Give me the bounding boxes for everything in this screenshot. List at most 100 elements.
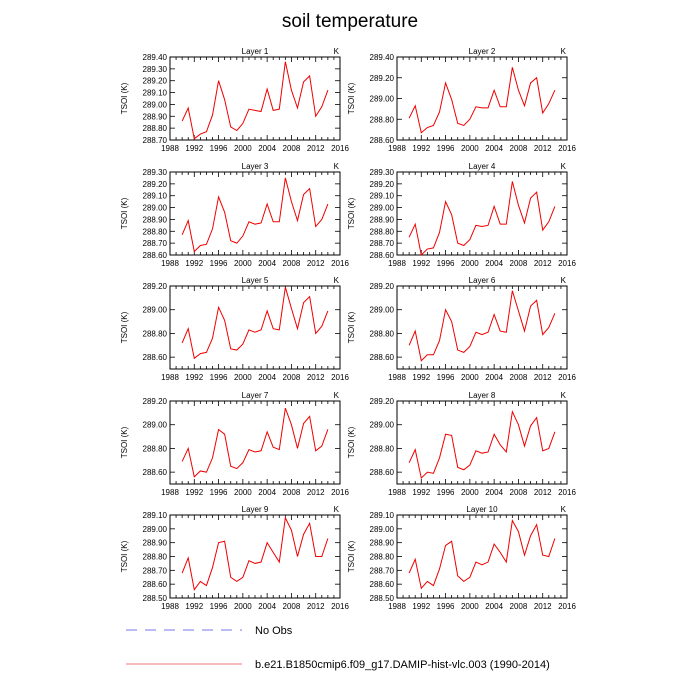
panel-layer-2: Layer 2 K TSOI (K) 1988 1992 1996 2000 2004 2008… bbox=[347, 47, 576, 153]
panel-layer-3: Layer 3 K TSOI (K) 1988 1992 1996 2000 2004 2008… bbox=[120, 162, 349, 268]
x-tick-label: 2004 bbox=[485, 373, 503, 382]
y-tick-label: 289.00 bbox=[143, 306, 168, 315]
units-label: K bbox=[334, 162, 340, 171]
y-tick-label: 288.90 bbox=[370, 215, 395, 224]
panel-title: Layer 6 bbox=[469, 276, 496, 285]
y-tick-label: 289.20 bbox=[143, 180, 168, 189]
x-tick-label: 2004 bbox=[258, 488, 276, 497]
y-tick-label: 288.80 bbox=[370, 553, 395, 562]
x-tick-label: 2004 bbox=[485, 602, 503, 611]
plot-frame bbox=[396, 514, 568, 599]
units-label: K bbox=[334, 505, 340, 514]
y-tick-label: 289.00 bbox=[370, 525, 395, 534]
x-tick-label: 1996 bbox=[210, 259, 228, 268]
x-tick-label: 2016 bbox=[558, 488, 576, 497]
x-tick-label: 1988 bbox=[388, 373, 406, 382]
x-tick-label: 2000 bbox=[234, 259, 252, 268]
panel-layer-1: Layer 1 K TSOI (K) 1988 1992 1996 2000 2004 2008… bbox=[120, 47, 349, 153]
y-tick-label: 288.70 bbox=[143, 136, 168, 145]
y-tick-label: 288.90 bbox=[143, 539, 168, 548]
x-tick-label: 2012 bbox=[534, 602, 552, 611]
x-tick-label: 2000 bbox=[234, 488, 252, 497]
series-line-layer-10 bbox=[408, 518, 556, 590]
x-tick-label: 1996 bbox=[437, 259, 455, 268]
x-tick-label: 1988 bbox=[161, 602, 179, 611]
series-line-layer-3 bbox=[181, 177, 329, 253]
y-tick-label: 289.20 bbox=[370, 282, 395, 291]
series-line-layer-5 bbox=[181, 287, 329, 360]
y-tick-label: 289.40 bbox=[143, 53, 168, 62]
x-tick-label: 2004 bbox=[258, 144, 276, 153]
y-axis-label: TSOI (K) bbox=[120, 82, 129, 114]
x-tick-label: 2000 bbox=[234, 373, 252, 382]
series-line-layer-9 bbox=[181, 516, 329, 591]
y-tick-label: 289.10 bbox=[143, 511, 168, 520]
panels-grid: Layer 1 K TSOI (K) 1988 1992 1996 2000 2004 2008… bbox=[120, 47, 576, 611]
x-tick-label: 1996 bbox=[210, 373, 228, 382]
y-tick-label: 288.70 bbox=[370, 239, 395, 248]
y-tick-label: 289.30 bbox=[143, 65, 168, 74]
y-axis-label: TSOI (K) bbox=[347, 540, 356, 572]
y-tick-label: 289.30 bbox=[143, 168, 168, 177]
y-tick-label: 289.00 bbox=[143, 525, 168, 534]
x-tick-label: 1992 bbox=[412, 259, 430, 268]
y-tick-label: 288.50 bbox=[143, 594, 168, 603]
x-tick-label: 2008 bbox=[283, 259, 301, 268]
plot-frame bbox=[169, 171, 341, 256]
x-tick-label: 1996 bbox=[210, 488, 228, 497]
y-tick-label: 288.60 bbox=[370, 136, 395, 145]
panel-title: Layer 9 bbox=[242, 505, 269, 514]
x-tick-label: 1988 bbox=[388, 259, 406, 268]
x-tick-label: 2000 bbox=[234, 602, 252, 611]
x-tick-label: 2016 bbox=[558, 602, 576, 611]
y-tick-label: 288.90 bbox=[143, 215, 168, 224]
x-tick-label: 2008 bbox=[283, 373, 301, 382]
series-line-layer-7 bbox=[181, 407, 329, 478]
panel-title: Layer 5 bbox=[242, 276, 269, 285]
x-tick-label: 2016 bbox=[331, 602, 349, 611]
y-tick-label: 289.20 bbox=[370, 74, 395, 83]
units-label: K bbox=[561, 162, 567, 171]
y-axis-label: TSOI (K) bbox=[347, 82, 356, 114]
panel-layer-5: Layer 5 K TSOI (K) 1988 1992 1996 2000 2004 2008… bbox=[120, 276, 349, 382]
panel-title: Layer 1 bbox=[242, 47, 269, 56]
x-tick-label: 1988 bbox=[161, 144, 179, 153]
y-tick-label: 289.10 bbox=[370, 192, 395, 201]
y-tick-label: 289.00 bbox=[143, 100, 168, 109]
x-tick-label: 2008 bbox=[510, 144, 528, 153]
x-tick-label: 1992 bbox=[185, 488, 203, 497]
x-tick-label: 2008 bbox=[510, 373, 528, 382]
series-line-layer-1 bbox=[181, 61, 329, 140]
y-tick-label: 289.00 bbox=[370, 95, 395, 104]
y-tick-label: 289.10 bbox=[370, 511, 395, 520]
y-tick-label: 288.80 bbox=[370, 115, 395, 124]
y-tick-label: 288.60 bbox=[143, 468, 168, 477]
y-tick-label: 288.80 bbox=[143, 329, 168, 338]
y-tick-label: 289.00 bbox=[143, 421, 168, 430]
y-tick-label: 288.60 bbox=[370, 251, 395, 260]
x-tick-label: 1996 bbox=[437, 602, 455, 611]
y-tick-label: 288.60 bbox=[143, 580, 168, 589]
series-line-layer-6 bbox=[408, 290, 556, 362]
x-tick-label: 1992 bbox=[412, 144, 430, 153]
panel-layer-6: Layer 6 K TSOI (K) 1988 1992 1996 2000 2004 2008… bbox=[347, 276, 576, 382]
x-tick-label: 2000 bbox=[234, 144, 252, 153]
x-tick-label: 2012 bbox=[534, 488, 552, 497]
x-tick-label: 1992 bbox=[185, 602, 203, 611]
x-tick-label: 2012 bbox=[307, 144, 325, 153]
units-label: K bbox=[561, 47, 567, 56]
plot-frame bbox=[169, 56, 341, 141]
x-tick-label: 1988 bbox=[161, 373, 179, 382]
y-tick-label: 288.80 bbox=[143, 553, 168, 562]
x-tick-label: 2000 bbox=[461, 373, 479, 382]
x-tick-label: 2004 bbox=[258, 602, 276, 611]
x-tick-label: 1996 bbox=[437, 144, 455, 153]
x-tick-label: 2000 bbox=[461, 144, 479, 153]
legend: No Obs b.e21.B1850cmip6.f09_g17.DAMIP-hi… bbox=[126, 625, 550, 671]
y-tick-label: 288.80 bbox=[370, 444, 395, 453]
y-tick-label: 289.10 bbox=[143, 89, 168, 98]
units-label: K bbox=[561, 391, 567, 400]
units-label: K bbox=[561, 505, 567, 514]
plot-frame bbox=[396, 171, 568, 256]
